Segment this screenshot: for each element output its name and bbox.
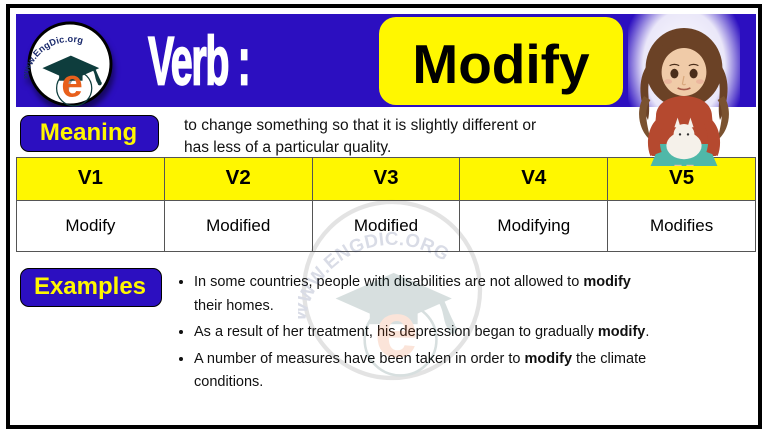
- svg-text:e: e: [61, 63, 82, 106]
